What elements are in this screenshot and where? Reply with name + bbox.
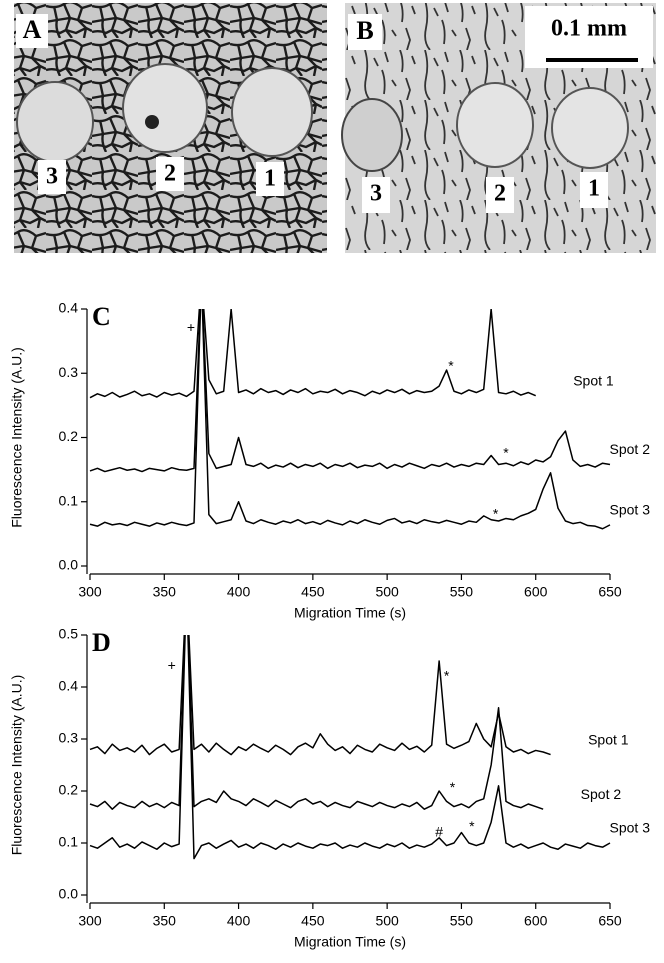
series-line bbox=[89, 635, 551, 756]
series-line bbox=[89, 309, 611, 473]
annotation: + bbox=[168, 657, 176, 673]
y-axis-title: Fluorescence Intensity (A.U.) bbox=[9, 675, 25, 856]
label-box bbox=[362, 177, 390, 213]
x-tick-label: 350 bbox=[153, 913, 177, 929]
panel-label: A bbox=[23, 15, 42, 44]
x-tick-label: 500 bbox=[375, 913, 399, 929]
y-axis-title: Fluorescence Intensity (A.U.) bbox=[9, 347, 25, 528]
annotation: * bbox=[448, 358, 454, 374]
y-tick-label: 0.4 bbox=[59, 678, 79, 694]
spot bbox=[341, 98, 403, 172]
series-label: Spot 1 bbox=[588, 731, 629, 747]
y-tick-label: 0.4 bbox=[59, 300, 79, 316]
spot bbox=[551, 87, 629, 169]
scale-bar-label: 0.1 mm bbox=[551, 16, 627, 42]
y-tick-label: 0.1 bbox=[59, 492, 79, 508]
label-box bbox=[38, 160, 66, 194]
x-axis-title: Migration Time (s) bbox=[294, 605, 406, 621]
annotation: # bbox=[435, 823, 443, 839]
spot-label: 3 bbox=[370, 181, 382, 207]
y-tick-label: 0.0 bbox=[59, 557, 79, 573]
annotation: * bbox=[450, 779, 456, 795]
spot bbox=[231, 67, 313, 157]
x-tick-label: 400 bbox=[227, 913, 251, 929]
label-box bbox=[256, 162, 284, 196]
x-tick-label: 300 bbox=[78, 913, 102, 929]
annotation: * bbox=[444, 667, 450, 683]
label-box bbox=[156, 157, 184, 191]
spot-label: 1 bbox=[588, 176, 600, 202]
x-tick-label: 650 bbox=[598, 584, 622, 600]
series-line bbox=[89, 309, 537, 399]
series-label: Spot 2 bbox=[581, 786, 622, 802]
spot bbox=[456, 82, 534, 168]
y-tick-label: 0.2 bbox=[59, 782, 79, 798]
annotation: * bbox=[493, 505, 499, 521]
x-tick-label: 650 bbox=[598, 913, 622, 929]
x-tick-label: 600 bbox=[524, 913, 548, 929]
spot-label: 3 bbox=[46, 164, 58, 190]
series-label: Spot 1 bbox=[573, 372, 614, 388]
spot-label: 2 bbox=[164, 161, 176, 187]
spot bbox=[16, 81, 94, 163]
spot-label: 2 bbox=[494, 181, 506, 207]
y-tick-label: 0.5 bbox=[59, 626, 79, 642]
spot bbox=[122, 63, 208, 153]
series-line bbox=[89, 635, 544, 810]
x-tick-label: 500 bbox=[375, 584, 399, 600]
series-line bbox=[89, 309, 611, 530]
series-line bbox=[89, 635, 611, 860]
annotation: * bbox=[503, 444, 509, 460]
label-box bbox=[580, 172, 608, 208]
x-tick-label: 400 bbox=[227, 584, 251, 600]
spot-defect bbox=[145, 115, 159, 129]
label-box bbox=[348, 14, 382, 50]
spot-label: 1 bbox=[264, 166, 276, 192]
y-tick-label: 0.2 bbox=[59, 428, 79, 444]
y-tick-label: 0.0 bbox=[59, 886, 79, 902]
x-tick-label: 300 bbox=[78, 584, 102, 600]
series-label: Spot 3 bbox=[610, 820, 651, 836]
annotation: + bbox=[187, 319, 195, 335]
x-tick-label: 550 bbox=[450, 913, 474, 929]
series-label: Spot 3 bbox=[610, 502, 651, 518]
x-tick-label: 450 bbox=[301, 913, 325, 929]
y-tick-label: 0.1 bbox=[59, 834, 79, 850]
panel-label: B bbox=[356, 16, 373, 45]
y-tick-label: 0.3 bbox=[59, 364, 79, 380]
x-tick-label: 550 bbox=[450, 584, 474, 600]
scale-box bbox=[525, 6, 653, 68]
label-box bbox=[16, 14, 48, 48]
series-label: Spot 2 bbox=[610, 441, 651, 457]
x-tick-label: 600 bbox=[524, 584, 548, 600]
x-tick-label: 350 bbox=[153, 584, 177, 600]
annotation: * bbox=[469, 818, 475, 834]
x-axis-title: Migration Time (s) bbox=[294, 934, 406, 950]
label-box bbox=[486, 177, 514, 213]
x-tick-label: 450 bbox=[301, 584, 325, 600]
y-tick-label: 0.3 bbox=[59, 730, 79, 746]
panel-label: C bbox=[92, 302, 111, 331]
panel-label: D bbox=[92, 628, 111, 657]
